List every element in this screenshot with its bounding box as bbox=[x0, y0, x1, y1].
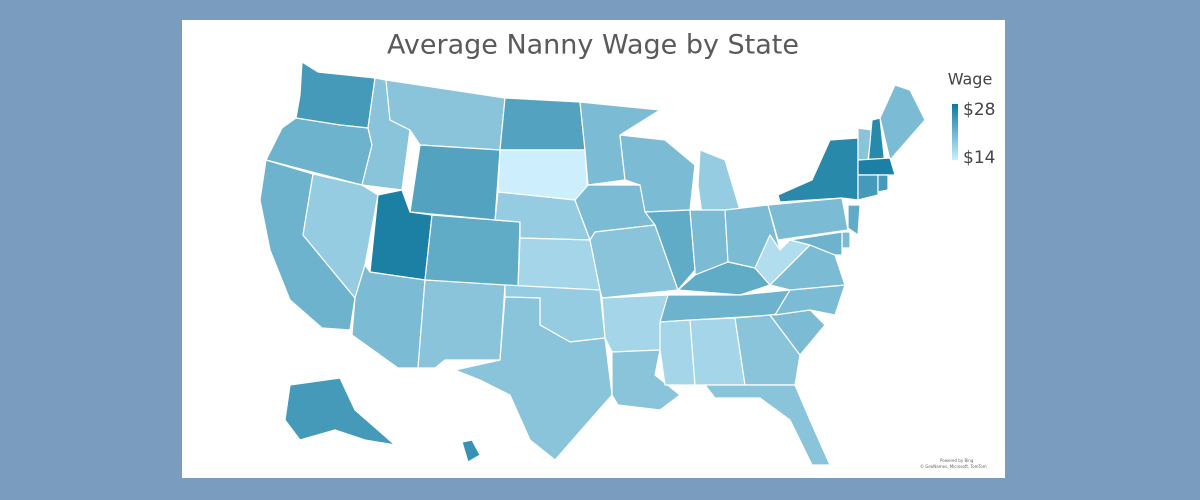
state bbox=[704, 384, 831, 466]
state bbox=[517, 237, 601, 291]
state bbox=[424, 214, 521, 289]
state bbox=[497, 149, 589, 201]
state bbox=[879, 84, 926, 161]
state bbox=[789, 231, 843, 256]
state bbox=[841, 231, 851, 249]
state bbox=[409, 144, 501, 221]
state bbox=[644, 209, 696, 291]
state bbox=[767, 197, 849, 241]
state bbox=[877, 174, 889, 193]
state bbox=[857, 174, 879, 201]
legend-gradient bbox=[952, 104, 958, 160]
state bbox=[417, 279, 506, 369]
state bbox=[857, 157, 896, 176]
state bbox=[611, 349, 681, 411]
state bbox=[454, 296, 613, 461]
chart-title: Average Nanny Wage by State bbox=[387, 30, 799, 61]
legend-title: Wage bbox=[948, 70, 993, 89]
state bbox=[601, 294, 669, 353]
state bbox=[499, 97, 586, 151]
state bbox=[774, 284, 846, 316]
state bbox=[461, 439, 481, 463]
attribution: Powered by Bing bbox=[940, 458, 974, 463]
state bbox=[734, 314, 801, 386]
attribution: © GeoNames, Microsoft, TomTom bbox=[920, 464, 987, 469]
state bbox=[659, 319, 696, 386]
legend-label: $28 bbox=[963, 100, 995, 120]
state bbox=[284, 377, 396, 446]
state bbox=[847, 204, 861, 236]
legend-label: $14 bbox=[963, 148, 995, 168]
